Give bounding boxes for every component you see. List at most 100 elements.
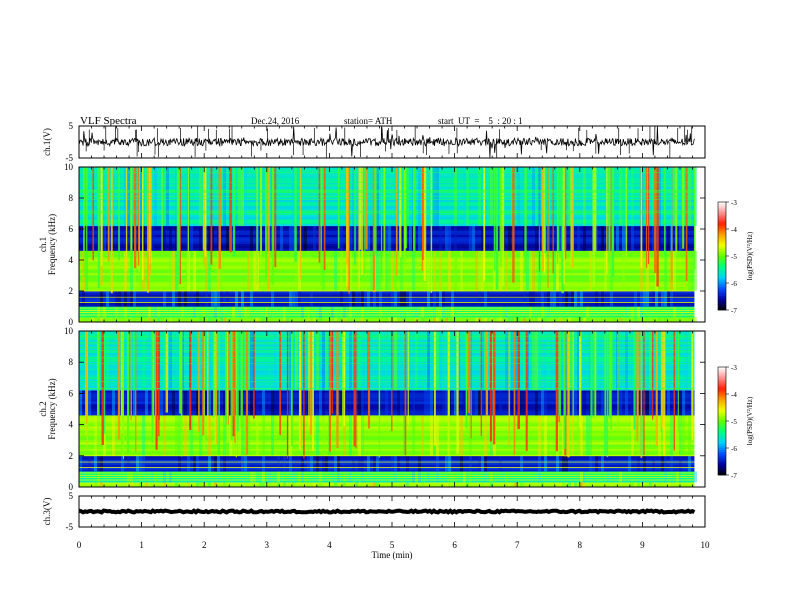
- time-column: [475, 250, 478, 291]
- x-tick-label: 5: [390, 540, 395, 550]
- time-column: [505, 306, 508, 318]
- time-column: [433, 250, 436, 291]
- impulsive-burst: [286, 331, 289, 459]
- impulsive-burst: [359, 167, 362, 250]
- colorbar-label: log(PSD)(V²/Hz): [746, 396, 754, 445]
- time-column: [295, 331, 298, 391]
- time-column: [439, 225, 442, 251]
- impulsive-burst: [606, 331, 609, 458]
- time-column: [94, 455, 97, 472]
- impulsive-burst: [86, 331, 89, 448]
- impulsive-burst: [320, 167, 322, 287]
- time-column: [169, 225, 172, 251]
- time-column: [535, 317, 538, 322]
- time-column: [139, 471, 142, 483]
- time-column: [361, 306, 364, 318]
- impulsive-burst: [447, 331, 450, 456]
- frequency-row: [79, 291, 695, 294]
- impulsive-burst: [604, 331, 607, 455]
- time-column: [535, 225, 538, 251]
- impulsive-burst: [572, 331, 574, 418]
- impulsive-burst: [610, 331, 612, 430]
- time-column: [253, 471, 256, 483]
- time-column: [667, 471, 670, 483]
- time-column: [475, 390, 478, 416]
- impulsive-burst: [606, 167, 608, 274]
- time-column: [679, 471, 682, 483]
- time-column: [142, 225, 145, 251]
- time-column: [664, 250, 667, 291]
- time-column: [505, 250, 508, 291]
- time-column: [532, 291, 535, 307]
- time-column: [385, 317, 388, 322]
- impulsive-burst: [407, 331, 409, 426]
- time-column: [469, 390, 472, 416]
- time-column: [502, 471, 505, 483]
- y-tick-label: 10: [64, 162, 74, 172]
- colorbar-segment: [718, 308, 726, 311]
- time-column: [601, 390, 604, 416]
- chart-date: Dec.24, 2016: [251, 116, 300, 126]
- time-column: [556, 250, 559, 291]
- time-column: [595, 455, 598, 472]
- colorbar-label: log(PSD)(V²/Hz): [746, 231, 754, 280]
- impulsive-burst: [685, 167, 688, 282]
- colorbar-segment: [718, 448, 726, 451]
- time-column: [205, 250, 208, 291]
- colorbar-segment: [718, 266, 726, 269]
- time-column: [322, 331, 325, 391]
- time-column: [640, 291, 643, 307]
- time-column: [361, 291, 364, 307]
- impulsive-burst: [218, 331, 220, 455]
- impulsive-burst: [517, 331, 520, 430]
- colorbar-segment: [718, 263, 726, 266]
- time-column: [673, 306, 676, 318]
- time-column: [367, 455, 370, 472]
- impulsive-burst: [218, 167, 221, 269]
- time-column: [115, 306, 118, 318]
- colorbar-segment: [718, 209, 726, 212]
- impulsive-burst: [547, 167, 549, 288]
- time-column: [235, 291, 238, 307]
- time-column: [631, 390, 634, 416]
- impulsive-burst: [189, 331, 192, 430]
- time-column: [349, 306, 352, 318]
- time-column: [451, 306, 454, 318]
- time-column: [199, 317, 202, 322]
- time-column: [238, 390, 241, 416]
- colorbar-segment: [718, 381, 726, 384]
- time-column: [94, 471, 97, 483]
- time-column: [88, 455, 91, 472]
- impulsive-burst: [256, 167, 258, 284]
- time-column: [469, 225, 472, 251]
- time-column: [247, 250, 250, 291]
- y-tick-label: 5: [69, 491, 74, 501]
- colorbar-segment: [718, 433, 726, 436]
- time-column: [214, 291, 217, 307]
- colorbar-segment: [718, 227, 726, 230]
- time-column: [340, 482, 343, 487]
- colorbar-segment: [718, 302, 726, 305]
- time-column: [349, 471, 352, 483]
- impulsive-burst: [693, 167, 696, 270]
- time-column: [379, 291, 382, 307]
- time-column: [610, 250, 613, 291]
- time-column: [208, 415, 211, 456]
- impulsive-burst: [677, 331, 679, 432]
- time-column: [583, 471, 586, 483]
- impulsive-burst: [127, 331, 130, 454]
- frequency-row: [79, 313, 695, 316]
- colorbar-segment: [718, 419, 726, 422]
- impulsive-burst: [561, 167, 564, 294]
- frequency-row: [79, 442, 695, 445]
- y-tick-label: 4: [69, 255, 74, 265]
- colorbar-segment: [718, 239, 726, 242]
- time-column: [136, 306, 139, 318]
- frequency-row: [79, 428, 695, 432]
- time-column: [625, 331, 628, 391]
- time-column: [661, 455, 664, 472]
- impulsive-burst: [260, 167, 263, 265]
- colorbar-segment: [718, 430, 726, 433]
- time-column: [445, 317, 448, 322]
- colorbar-segment: [718, 203, 726, 206]
